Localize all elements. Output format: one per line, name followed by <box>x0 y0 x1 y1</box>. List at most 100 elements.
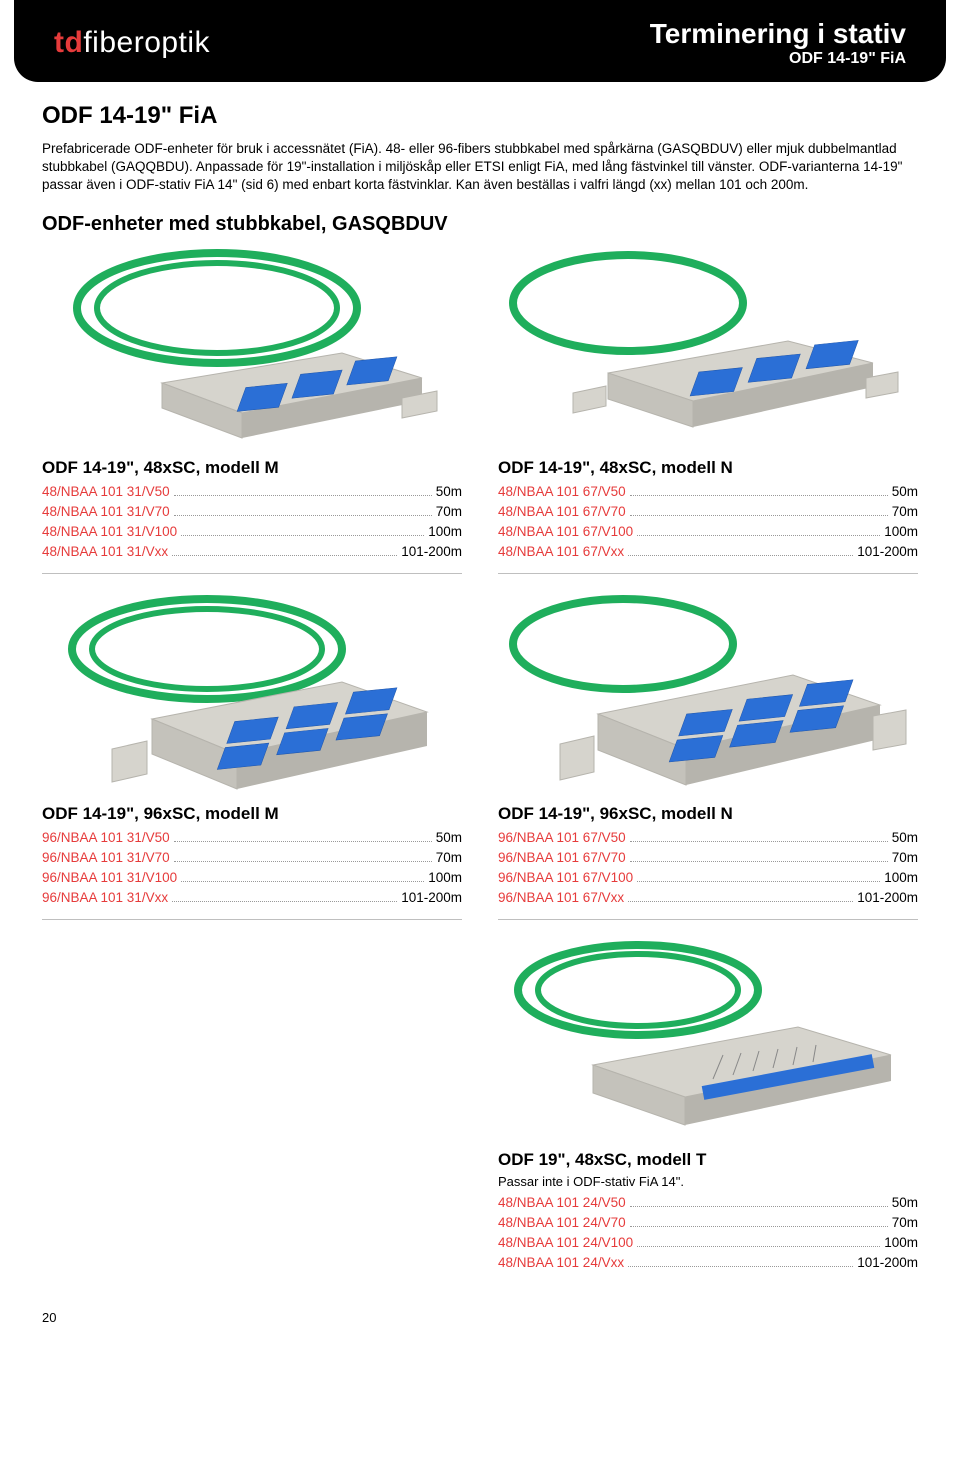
spec-value: 70m <box>436 502 462 522</box>
spec-row: 48/NBAA 101 67/V100 100m <box>498 522 918 542</box>
header-title: Terminering i stativ <box>650 18 906 50</box>
spec-row: 96/NBAA 101 31/Vxx 101-200m <box>42 888 462 908</box>
spec-row: 48/NBAA 101 31/V100 100m <box>42 522 462 542</box>
spec-dots <box>174 515 432 516</box>
divider <box>498 919 918 920</box>
spec-code: 96/NBAA 101 67/Vxx <box>498 888 624 908</box>
spec-row: 48/NBAA 101 67/Vxx 101-200m <box>498 542 918 562</box>
spec-value: 101-200m <box>857 888 918 908</box>
logo-optik: optik <box>144 26 210 59</box>
spec-dots <box>630 1226 888 1227</box>
product-image-m96 <box>42 594 462 794</box>
spec-code: 96/NBAA 101 31/V70 <box>42 848 170 868</box>
product-image-n48 <box>498 248 918 448</box>
spec-value: 50m <box>436 482 462 502</box>
product-title-n96: ODF 14-19", 96xSC, modell N <box>498 804 918 824</box>
spec-dots <box>172 901 397 902</box>
spec-value: 100m <box>428 522 462 542</box>
spec-code: 48/NBAA 101 31/V100 <box>42 522 177 542</box>
spec-dots <box>174 495 432 496</box>
spec-dots <box>181 881 424 882</box>
spec-dots <box>637 881 880 882</box>
spec-row: 96/NBAA 101 31/V100 100m <box>42 868 462 888</box>
spec-code: 48/NBAA 101 67/V70 <box>498 502 626 522</box>
spec-dots <box>628 1266 853 1267</box>
spec-code: 96/NBAA 101 67/V100 <box>498 868 633 888</box>
spec-value: 101-200m <box>401 888 462 908</box>
spec-row: 48/NBAA 101 24/V100 100m <box>498 1233 918 1253</box>
intro-text: Prefabricerade ODF-enheter för bruk i ac… <box>42 140 918 195</box>
header-subtitle: ODF 14-19" FiA <box>650 50 906 68</box>
spec-value: 100m <box>884 522 918 542</box>
spec-value: 70m <box>892 1213 918 1233</box>
spec-code: 48/NBAA 101 67/V100 <box>498 522 633 542</box>
spec-code: 96/NBAA 101 31/V50 <box>42 828 170 848</box>
spec-list-n48: 48/NBAA 101 67/V50 50m48/NBAA 101 67/V707… <box>498 482 918 563</box>
spec-value: 100m <box>884 1233 918 1253</box>
spec-code: 48/NBAA 101 24/V70 <box>498 1213 626 1233</box>
spec-value: 100m <box>428 868 462 888</box>
spec-list-n96: 96/NBAA 101 67/V50 50m 96/NBAA 101 67/V70 7… <box>498 828 918 909</box>
spec-code: 48/NBAA 101 67/V50 <box>498 482 626 502</box>
spec-list-m96: 96/NBAA 101 31/V50 50m 96/NBAA 101 31/V70 7… <box>42 828 462 909</box>
spec-code: 96/NBAA 101 67/V50 <box>498 828 626 848</box>
spec-dots <box>628 555 853 556</box>
product-title-n48: ODF 14-19", 48xSC, modell N <box>498 458 918 478</box>
spec-row: 48/NBAA 101 31/Vxx 101-200m <box>42 542 462 562</box>
spec-row: 96/NBAA 101 31/V50 50m <box>42 828 462 848</box>
spec-code: 96/NBAA 101 31/Vxx <box>42 888 168 908</box>
spec-row: 48/NBAA 101 31/V70 70m <box>42 502 462 522</box>
product-image-n96 <box>498 594 918 794</box>
spec-value: 70m <box>436 848 462 868</box>
divider <box>42 573 462 574</box>
spec-dots <box>181 535 424 536</box>
spec-code: 48/NBAA 101 31/V50 <box>42 482 170 502</box>
spec-value: 50m <box>892 828 918 848</box>
spec-code: 48/NBAA 101 24/V100 <box>498 1233 633 1253</box>
spec-value: 50m <box>436 828 462 848</box>
spec-dots <box>630 841 888 842</box>
header-title-block: Terminering i stativ ODF 14-19" FiA <box>650 18 906 68</box>
spec-code: 48/NBAA 101 24/V50 <box>498 1193 626 1213</box>
spec-dots <box>172 555 397 556</box>
spec-value: 101-200m <box>857 1253 918 1273</box>
spec-value: 50m <box>892 1193 918 1213</box>
header-bar: tdfiberoptik Terminering i stativ ODF 14… <box>14 0 946 82</box>
spec-dots <box>628 901 853 902</box>
spec-row: 96/NBAA 101 67/V50 50m <box>498 828 918 848</box>
spec-row: 48/NBAA 101 67/V50 50m <box>498 482 918 502</box>
spec-value: 50m <box>892 482 918 502</box>
product-sub-t48: Passar inte i ODF-stativ FiA 14". <box>498 1174 918 1189</box>
product-image-m48 <box>42 248 462 448</box>
spec-code: 96/NBAA 101 31/V100 <box>42 868 177 888</box>
spec-dots <box>637 535 880 536</box>
logo-td: td <box>54 26 83 59</box>
spec-dots <box>630 515 888 516</box>
spec-row: 96/NBAA 101 67/Vxx 101-200m <box>498 888 918 908</box>
spec-row: 48/NBAA 101 67/V7070m <box>498 502 918 522</box>
spec-row: 96/NBAA 101 31/V70 70m <box>42 848 462 868</box>
product-title-t48: ODF 19", 48xSC, modell T <box>498 1150 918 1170</box>
spec-list-t48: 48/NBAA 101 24/V50 50m 48/NBAA 101 24/V70 7… <box>498 1193 918 1274</box>
spec-list-m48: 48/NBAA 101 31/V50 50m 48/NBAA 101 31/V70 7… <box>42 482 462 563</box>
section-title: ODF-enheter med stubbkabel, GASQBDUV <box>42 213 918 236</box>
spec-row: 48/NBAA 101 24/V70 70m <box>498 1213 918 1233</box>
spec-dots <box>174 841 432 842</box>
spec-dots <box>630 1206 888 1207</box>
spec-value: 101-200m <box>401 542 462 562</box>
logo: tdfiberoptik <box>54 26 210 60</box>
spec-code: 48/NBAA 101 24/Vxx <box>498 1253 624 1273</box>
spec-dots <box>637 1246 880 1247</box>
spec-code: 48/NBAA 101 67/Vxx <box>498 542 624 562</box>
page-number: 20 <box>0 1302 960 1341</box>
spec-value: 70m <box>892 848 918 868</box>
spec-row: 48/NBAA 101 24/V50 50m <box>498 1193 918 1213</box>
spec-code: 48/NBAA 101 31/V70 <box>42 502 170 522</box>
spec-row: 48/NBAA 101 31/V50 50m <box>42 482 462 502</box>
spec-code: 48/NBAA 101 31/Vxx <box>42 542 168 562</box>
spec-code: 96/NBAA 101 67/V70 <box>498 848 626 868</box>
product-title-m48: ODF 14-19", 48xSC, modell M <box>42 458 462 478</box>
spec-value: 101-200m <box>857 542 918 562</box>
divider <box>42 919 462 920</box>
spec-dots <box>630 495 888 496</box>
